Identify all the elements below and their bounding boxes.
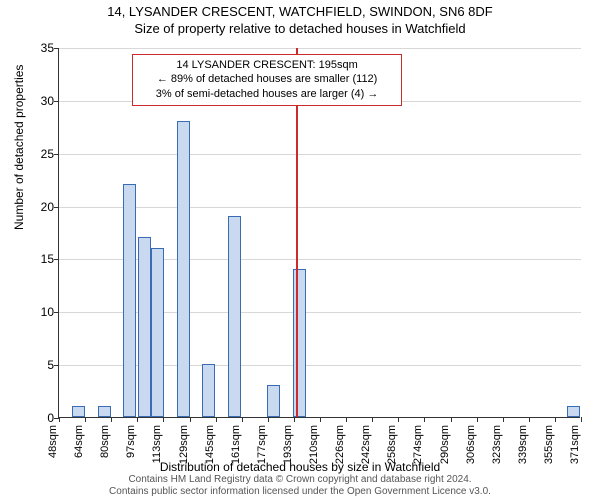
x-tick-label: 242sqm (360, 425, 372, 464)
x-tick-mark (163, 417, 164, 422)
histogram-bar (72, 406, 85, 417)
y-tick-mark (54, 101, 59, 102)
x-tick-label: 274sqm (412, 425, 424, 464)
y-tick-label: 15 (29, 252, 54, 266)
annotation-line: 3% of semi-detached houses are larger (4… (139, 87, 395, 102)
y-tick-mark (54, 207, 59, 208)
grid-line (59, 207, 581, 208)
annotation-line: ← 89% of detached houses are smaller (11… (139, 72, 395, 87)
histogram-bar (98, 406, 111, 417)
x-tick-mark (268, 417, 269, 422)
histogram-bar (123, 184, 136, 417)
x-tick-mark (111, 417, 112, 422)
x-tick-label: 177sqm (256, 425, 268, 464)
histogram-bar (177, 121, 190, 417)
footer-line-2: Contains public sector information licen… (0, 486, 600, 498)
footer-line-1: Contains HM Land Registry data © Crown c… (0, 474, 600, 486)
y-tick-mark (54, 154, 59, 155)
grid-line (59, 154, 581, 155)
x-tick-label: 290sqm (439, 425, 451, 464)
x-tick-label: 371sqm (569, 425, 581, 464)
x-tick-mark (216, 417, 217, 422)
x-tick-label: 161sqm (230, 425, 242, 464)
x-tick-mark (555, 417, 556, 422)
x-tick-mark (581, 417, 582, 422)
x-tick-label: 129sqm (178, 425, 190, 464)
histogram-bar (293, 269, 306, 417)
x-tick-mark (529, 417, 530, 422)
x-tick-mark (346, 417, 347, 422)
x-tick-label: 80sqm (99, 425, 111, 458)
x-tick-label: 145sqm (204, 425, 216, 464)
y-tick-mark (54, 48, 59, 49)
x-tick-label: 193sqm (282, 425, 294, 464)
histogram-bar (138, 237, 151, 417)
histogram-bar (151, 248, 164, 417)
y-tick-label: 25 (29, 147, 54, 161)
footer: Contains HM Land Registry data © Crown c… (0, 474, 600, 498)
x-tick-label: 355sqm (543, 425, 555, 464)
histogram-bar (228, 216, 241, 417)
x-tick-mark (137, 417, 138, 422)
histogram-bar (267, 385, 280, 417)
x-tick-mark (451, 417, 452, 422)
annotation-line: 14 LYSANDER CRESCENT: 195sqm (139, 58, 395, 73)
chart-container: 14, LYSANDER CRESCENT, WATCHFIELD, SWIND… (0, 0, 600, 500)
x-tick-mark (503, 417, 504, 422)
x-tick-mark (372, 417, 373, 422)
x-tick-label: 210sqm (308, 425, 320, 464)
x-tick-label: 323sqm (491, 425, 503, 464)
plot-region: 0510152025303548sqm64sqm80sqm97sqm113sqm… (58, 48, 580, 418)
x-tick-mark (242, 417, 243, 422)
y-tick-label: 30 (29, 94, 54, 108)
x-tick-label: 113sqm (151, 425, 163, 463)
histogram-bar (567, 406, 580, 417)
annotation-box: 14 LYSANDER CRESCENT: 195sqm← 89% of det… (132, 54, 402, 107)
x-tick-mark (294, 417, 295, 422)
title-block: 14, LYSANDER CRESCENT, WATCHFIELD, SWIND… (0, 0, 600, 38)
x-tick-label: 226sqm (334, 425, 346, 464)
histogram-bar (202, 364, 215, 417)
y-tick-mark (54, 259, 59, 260)
y-tick-mark (54, 365, 59, 366)
y-tick-label: 0 (29, 411, 54, 425)
y-tick-mark (54, 312, 59, 313)
x-tick-label: 306sqm (465, 425, 477, 464)
x-tick-label: 48sqm (47, 425, 59, 458)
chart-area: 0510152025303548sqm64sqm80sqm97sqm113sqm… (58, 48, 580, 418)
y-axis-label: Number of detached properties (12, 65, 26, 230)
y-tick-label: 10 (29, 305, 54, 319)
y-tick-label: 5 (29, 358, 54, 372)
y-tick-label: 20 (29, 200, 54, 214)
x-tick-mark (190, 417, 191, 422)
x-tick-mark (59, 417, 60, 422)
y-tick-label: 35 (29, 41, 54, 55)
x-axis-label: Distribution of detached houses by size … (0, 460, 600, 474)
x-tick-mark (398, 417, 399, 422)
address-line: 14, LYSANDER CRESCENT, WATCHFIELD, SWIND… (0, 4, 600, 21)
x-tick-mark (320, 417, 321, 422)
x-tick-mark (477, 417, 478, 422)
subtitle-line: Size of property relative to detached ho… (0, 21, 600, 38)
x-tick-mark (424, 417, 425, 422)
x-tick-label: 258sqm (386, 425, 398, 464)
grid-line (59, 48, 581, 49)
x-tick-label: 64sqm (73, 425, 85, 458)
x-tick-mark (85, 417, 86, 422)
x-tick-label: 97sqm (125, 425, 137, 458)
x-tick-label: 339sqm (517, 425, 529, 464)
